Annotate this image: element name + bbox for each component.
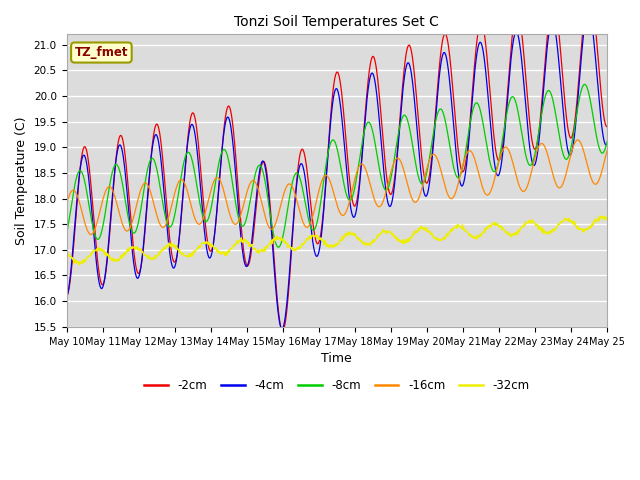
Text: TZ_fmet: TZ_fmet: [75, 46, 128, 59]
X-axis label: Time: Time: [321, 352, 352, 365]
Title: Tonzi Soil Temperatures Set C: Tonzi Soil Temperatures Set C: [234, 15, 439, 29]
Y-axis label: Soil Temperature (C): Soil Temperature (C): [15, 116, 28, 245]
Legend: -2cm, -4cm, -8cm, -16cm, -32cm: -2cm, -4cm, -8cm, -16cm, -32cm: [140, 374, 534, 397]
